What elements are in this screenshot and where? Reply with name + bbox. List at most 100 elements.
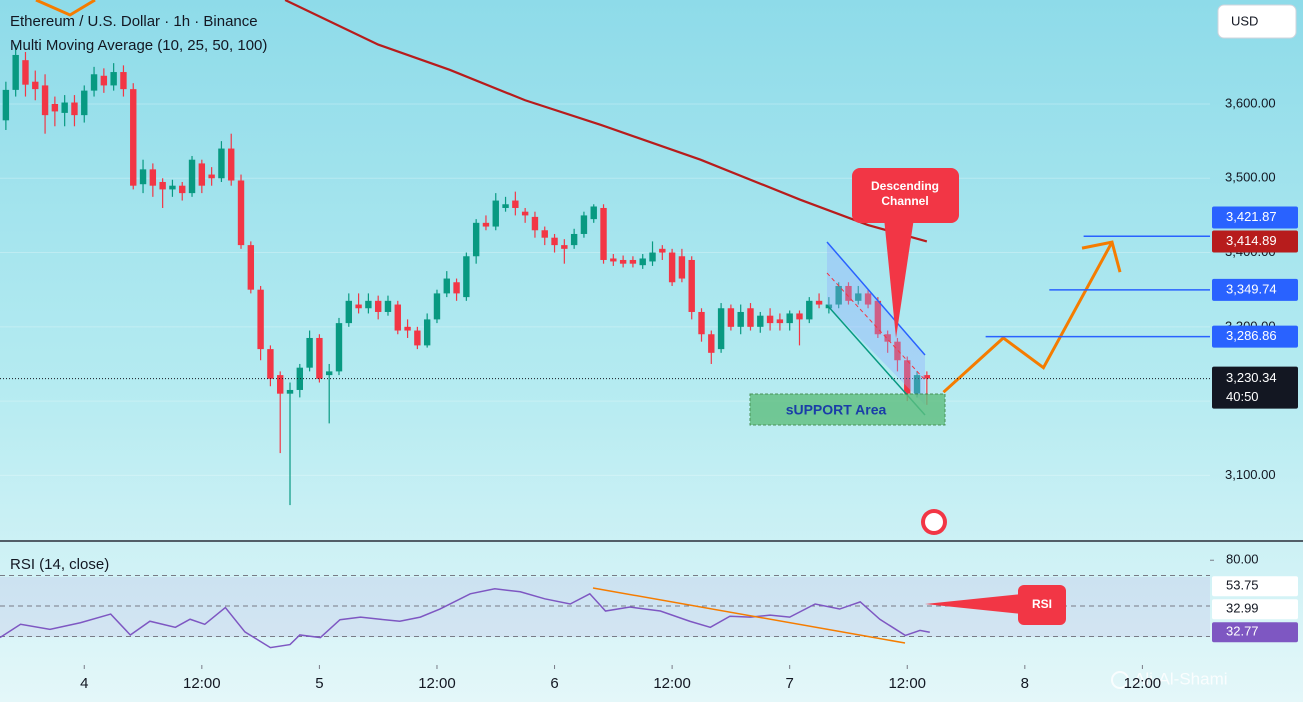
price-badge — [1212, 278, 1298, 301]
candle-body — [365, 300, 372, 309]
candle-body — [570, 233, 578, 246]
indicator: Multi Moving Average (10, 25, 50, 100) — [10, 37, 267, 54]
candle-body — [120, 72, 127, 90]
candle-body — [218, 148, 225, 179]
x-tick-label: 12:00 — [418, 675, 456, 692]
candle-body — [913, 375, 921, 394]
candle-body — [904, 360, 911, 394]
y-tick-label: 3,500.00 — [1225, 170, 1276, 185]
candle-body — [90, 74, 98, 91]
support-label: sUPPORT Area — [786, 402, 887, 418]
x-tick-label: 4 — [80, 675, 88, 692]
candle-body — [306, 337, 313, 368]
candle-body — [472, 222, 480, 257]
candle-body — [610, 258, 617, 262]
rsi-badge — [1212, 599, 1298, 620]
candle-body — [580, 215, 588, 234]
candle-body — [521, 211, 529, 216]
candle-body — [355, 304, 362, 309]
candle-body — [855, 293, 862, 301]
candle-body — [267, 349, 274, 379]
channel-top — [826, 241, 926, 356]
candle-body — [639, 258, 646, 266]
currency[interactable]: USD — [1231, 13, 1258, 28]
candle-body — [247, 245, 255, 290]
rsi-badge-label: 32.77 — [1226, 624, 1259, 639]
watermark-icon — [1111, 671, 1129, 689]
rsi-badge — [1212, 622, 1298, 643]
callout-text: Descending — [871, 179, 939, 193]
countdown: 40:50 — [1226, 389, 1259, 404]
candle-body — [815, 300, 823, 305]
candle-body — [717, 308, 725, 350]
price-badge — [1212, 206, 1298, 229]
channel-mid — [826, 272, 926, 381]
candle-body — [698, 311, 705, 335]
x-tick-label: 12:00 — [653, 675, 691, 692]
channel-fill — [827, 242, 925, 405]
candle-body — [423, 319, 431, 346]
callout-box — [852, 168, 959, 223]
projection — [942, 241, 1114, 394]
candle-body — [51, 103, 59, 112]
candle-body — [786, 313, 793, 324]
candle-body — [12, 54, 19, 90]
candle-body — [659, 248, 666, 253]
candle-body — [130, 89, 137, 186]
candle-body — [61, 102, 68, 113]
candle-body — [845, 285, 852, 301]
callout-text: Channel — [881, 194, 928, 208]
rsi-trendline — [592, 587, 906, 644]
logo — [925, 513, 943, 531]
candle-body — [874, 300, 882, 335]
price-badge — [1212, 325, 1298, 348]
candle-body — [228, 148, 235, 181]
rsi-title: RSI (14, close) — [10, 556, 109, 573]
candle-body — [629, 259, 637, 264]
candle-body — [198, 163, 206, 186]
candle-body — [277, 375, 284, 394]
y-tick-label: 80.00 — [1226, 552, 1259, 567]
candle-body — [835, 285, 842, 305]
rsi-badge — [1212, 576, 1298, 597]
candle-body — [727, 308, 735, 327]
moving-average — [284, 0, 928, 243]
title: Ethereum / U.S. Dollar · 1h · Binance — [10, 13, 258, 30]
candle-body — [923, 375, 931, 379]
candle-body — [257, 289, 264, 350]
price-badge-label: 3,414.89 — [1226, 233, 1277, 248]
candle-body — [502, 204, 509, 208]
support-area — [749, 393, 946, 426]
candle-body — [71, 102, 78, 116]
candle-body — [188, 159, 196, 194]
current-price: 3,230.34 — [1226, 370, 1277, 385]
candle-body — [708, 334, 715, 353]
candle-body — [296, 367, 304, 390]
candle-body — [453, 282, 460, 294]
arrow-head — [1081, 240, 1122, 273]
candle-body — [374, 300, 382, 312]
candle-body — [757, 315, 764, 327]
candle-body — [41, 85, 49, 116]
candle-body — [325, 371, 333, 376]
candle-body — [884, 334, 891, 342]
candle-body — [541, 230, 548, 238]
candle-body — [237, 180, 245, 246]
candle-body — [737, 311, 744, 327]
candle-body — [335, 323, 343, 372]
y-tick-label: 3,600.00 — [1225, 95, 1276, 110]
candle-body — [208, 174, 215, 179]
price-badge-label: 3,349.74 — [1226, 281, 1277, 296]
price-badge — [1212, 230, 1298, 253]
candle-body — [316, 337, 323, 379]
rsi-callout-text: RSI — [1032, 597, 1052, 611]
candle-body — [600, 207, 607, 260]
candle-body — [776, 319, 784, 324]
candle-body — [531, 216, 539, 231]
candle-body — [443, 278, 450, 294]
currency-button[interactable] — [1217, 4, 1297, 39]
rsi-pointer — [925, 594, 1022, 614]
candle-body — [766, 315, 774, 324]
